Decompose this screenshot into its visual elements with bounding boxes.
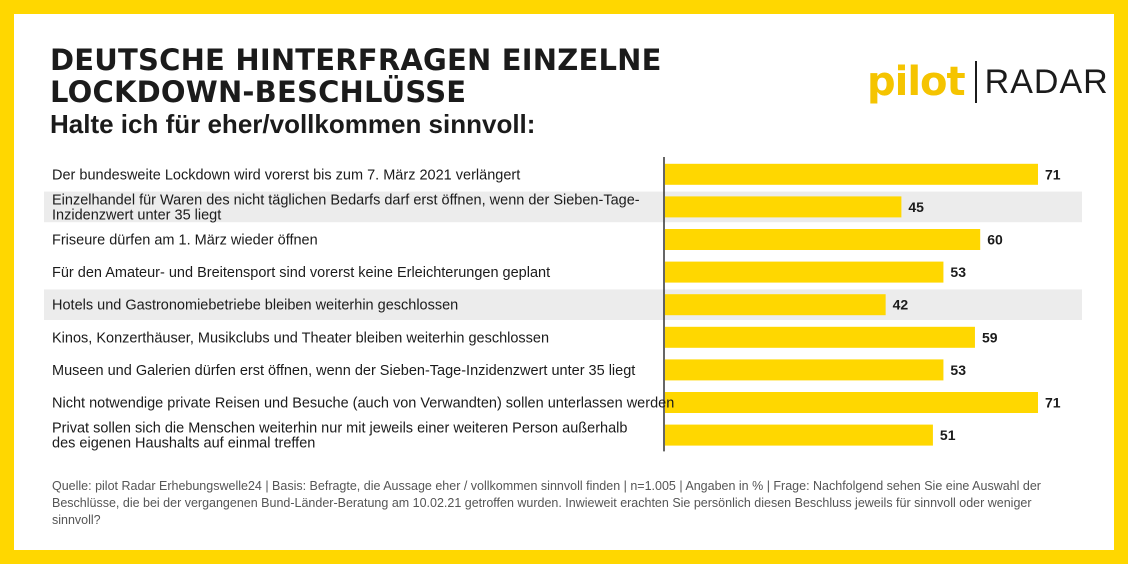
source-footnote: Quelle: pilot Radar Erhebungswelle24 | B… <box>52 479 1041 527</box>
category-label: Privat sollen sich die Menschen weiterhi… <box>52 421 627 452</box>
data-label: 60 <box>987 232 1003 248</box>
bar-chart: 71 Der bundesweite Lockdown wird vorerst … <box>44 157 1082 452</box>
chart-title: DEUTSCHE HINTERFRAGEN EINZELNE LOCKDOWN-… <box>50 43 662 109</box>
category-label: Nicht notwendige private Reisen und Besu… <box>52 396 674 412</box>
logo-product: RADAR <box>984 62 1109 101</box>
row-shade <box>44 289 1082 320</box>
bar <box>665 196 902 218</box>
logo-divider <box>974 61 977 103</box>
data-label: 59 <box>982 329 998 345</box>
data-label: 42 <box>893 297 909 313</box>
bar <box>665 294 886 316</box>
category-label: Der bundesweite Lockdown wird vorerst bi… <box>52 167 520 183</box>
chart-card: DEUTSCHE HINTERFRAGEN EINZELNE LOCKDOWN-… <box>14 14 1114 550</box>
category-label: Hotels und Gastronomiebetriebe bleiben w… <box>52 298 458 314</box>
category-label: Einzelhandel für Waren des nicht täglich… <box>52 192 640 223</box>
data-label: 45 <box>908 199 924 215</box>
bar <box>665 359 944 381</box>
bar <box>665 392 1038 413</box>
category-label: Museen und Galerien dürfen erst öffnen, … <box>52 363 635 379</box>
data-label: 71 <box>1045 166 1061 182</box>
logo-brand: pilot <box>867 59 966 105</box>
bar <box>665 163 1038 185</box>
data-label: 53 <box>950 264 966 280</box>
category-label: Friseure dürfen am 1. März wieder öffnen <box>52 233 318 249</box>
bar <box>665 424 933 446</box>
data-label: 53 <box>950 362 966 378</box>
data-label: 51 <box>940 427 956 443</box>
data-label: 71 <box>1045 395 1061 411</box>
bar <box>665 229 981 250</box>
category-label: Für den Amateur- und Breitensport sind v… <box>52 265 550 281</box>
row-shade <box>44 191 1082 223</box>
pilot-radar-logo: pilot RADAR <box>867 58 1109 106</box>
bar <box>665 326 975 348</box>
bar <box>665 261 944 283</box>
category-label: Kinos, Konzerthäuser, Musikclubs und The… <box>52 330 549 346</box>
chart-subtitle: Halte ich für eher/vollkommen sinnvoll: <box>50 109 536 139</box>
